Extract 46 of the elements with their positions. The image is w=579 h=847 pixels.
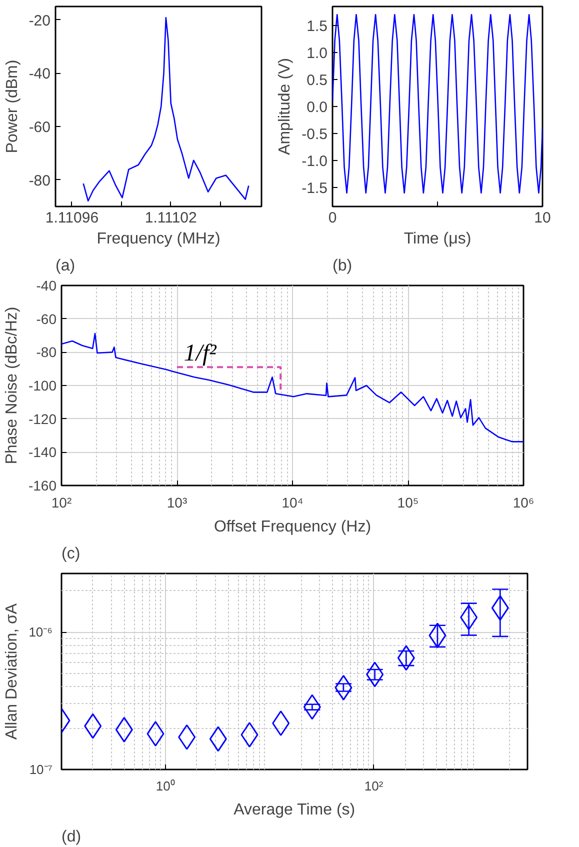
y-tick-label: -100 — [28, 378, 57, 394]
text: (d) — [62, 828, 82, 846]
x-tick-label: 1.11102 — [144, 210, 197, 226]
x-axis-title: Offset Frequency (Hz) — [214, 518, 372, 536]
line-series — [82, 17, 250, 202]
y-tick-label: -140 — [28, 444, 57, 460]
y-tick-label: 0.0 — [306, 99, 328, 116]
y-tick-label: 1.0 — [306, 44, 328, 62]
y-tick-label: -40 — [36, 278, 57, 294]
y-axis-title: Amplitude (V) — [276, 58, 294, 155]
y-tick-label: 10⁻⁷ — [29, 762, 53, 777]
y-tick-label: -20 — [28, 12, 51, 30]
text: (b) — [332, 258, 352, 274]
x-tick-label: 10 — [534, 210, 551, 226]
y-tick-label: -80 — [28, 172, 51, 190]
y-tick-label: -0.5 — [302, 126, 328, 144]
text: (c) — [62, 546, 80, 562]
x-tick-label: 10⁶ — [512, 494, 534, 510]
y-tick-label: -40 — [28, 66, 51, 83]
y-tick-label: -60 — [28, 119, 51, 136]
x-tick-label: 10⁴ — [282, 494, 304, 510]
x-axis-title: Time (μs) — [404, 230, 472, 248]
y-tick-label: -60 — [36, 310, 57, 327]
x-tick-label: 0 — [328, 210, 337, 226]
x-tick-label: 10³ — [166, 494, 188, 510]
x-tick-label: 10⁵ — [397, 494, 419, 510]
line-series — [332, 14, 542, 194]
y-tick-label: -1.5 — [302, 180, 328, 198]
y-tick-label: 0.5 — [306, 72, 328, 89]
annotation: 1/f² — [184, 340, 218, 366]
x-tick-label: 10² — [51, 494, 72, 510]
x-tick-label: 1.11096 — [45, 210, 99, 226]
x-axis-title: Frequency (MHz) — [96, 230, 220, 248]
y-tick-label: -1.0 — [302, 153, 328, 170]
x-tick-label: 10² — [364, 778, 384, 794]
y-tick-label: -120 — [28, 410, 57, 427]
y-axis-title: Allan Deviation, σA — [4, 603, 21, 740]
y-axis-title: Power (dBm) — [4, 60, 21, 154]
y-axis-title: Phase Noise (dBc/Hz) — [3, 306, 20, 464]
y-tick-label: 1.5 — [306, 18, 328, 35]
text: (a) — [56, 258, 76, 274]
y-tick-label: -80 — [36, 344, 57, 360]
y-tick-label: 10⁻⁶ — [28, 624, 52, 640]
y-tick-label: -160 — [28, 478, 57, 494]
x-tick-label: 10⁰ — [156, 778, 176, 794]
x-axis-title: Average Time (s) — [234, 802, 356, 818]
